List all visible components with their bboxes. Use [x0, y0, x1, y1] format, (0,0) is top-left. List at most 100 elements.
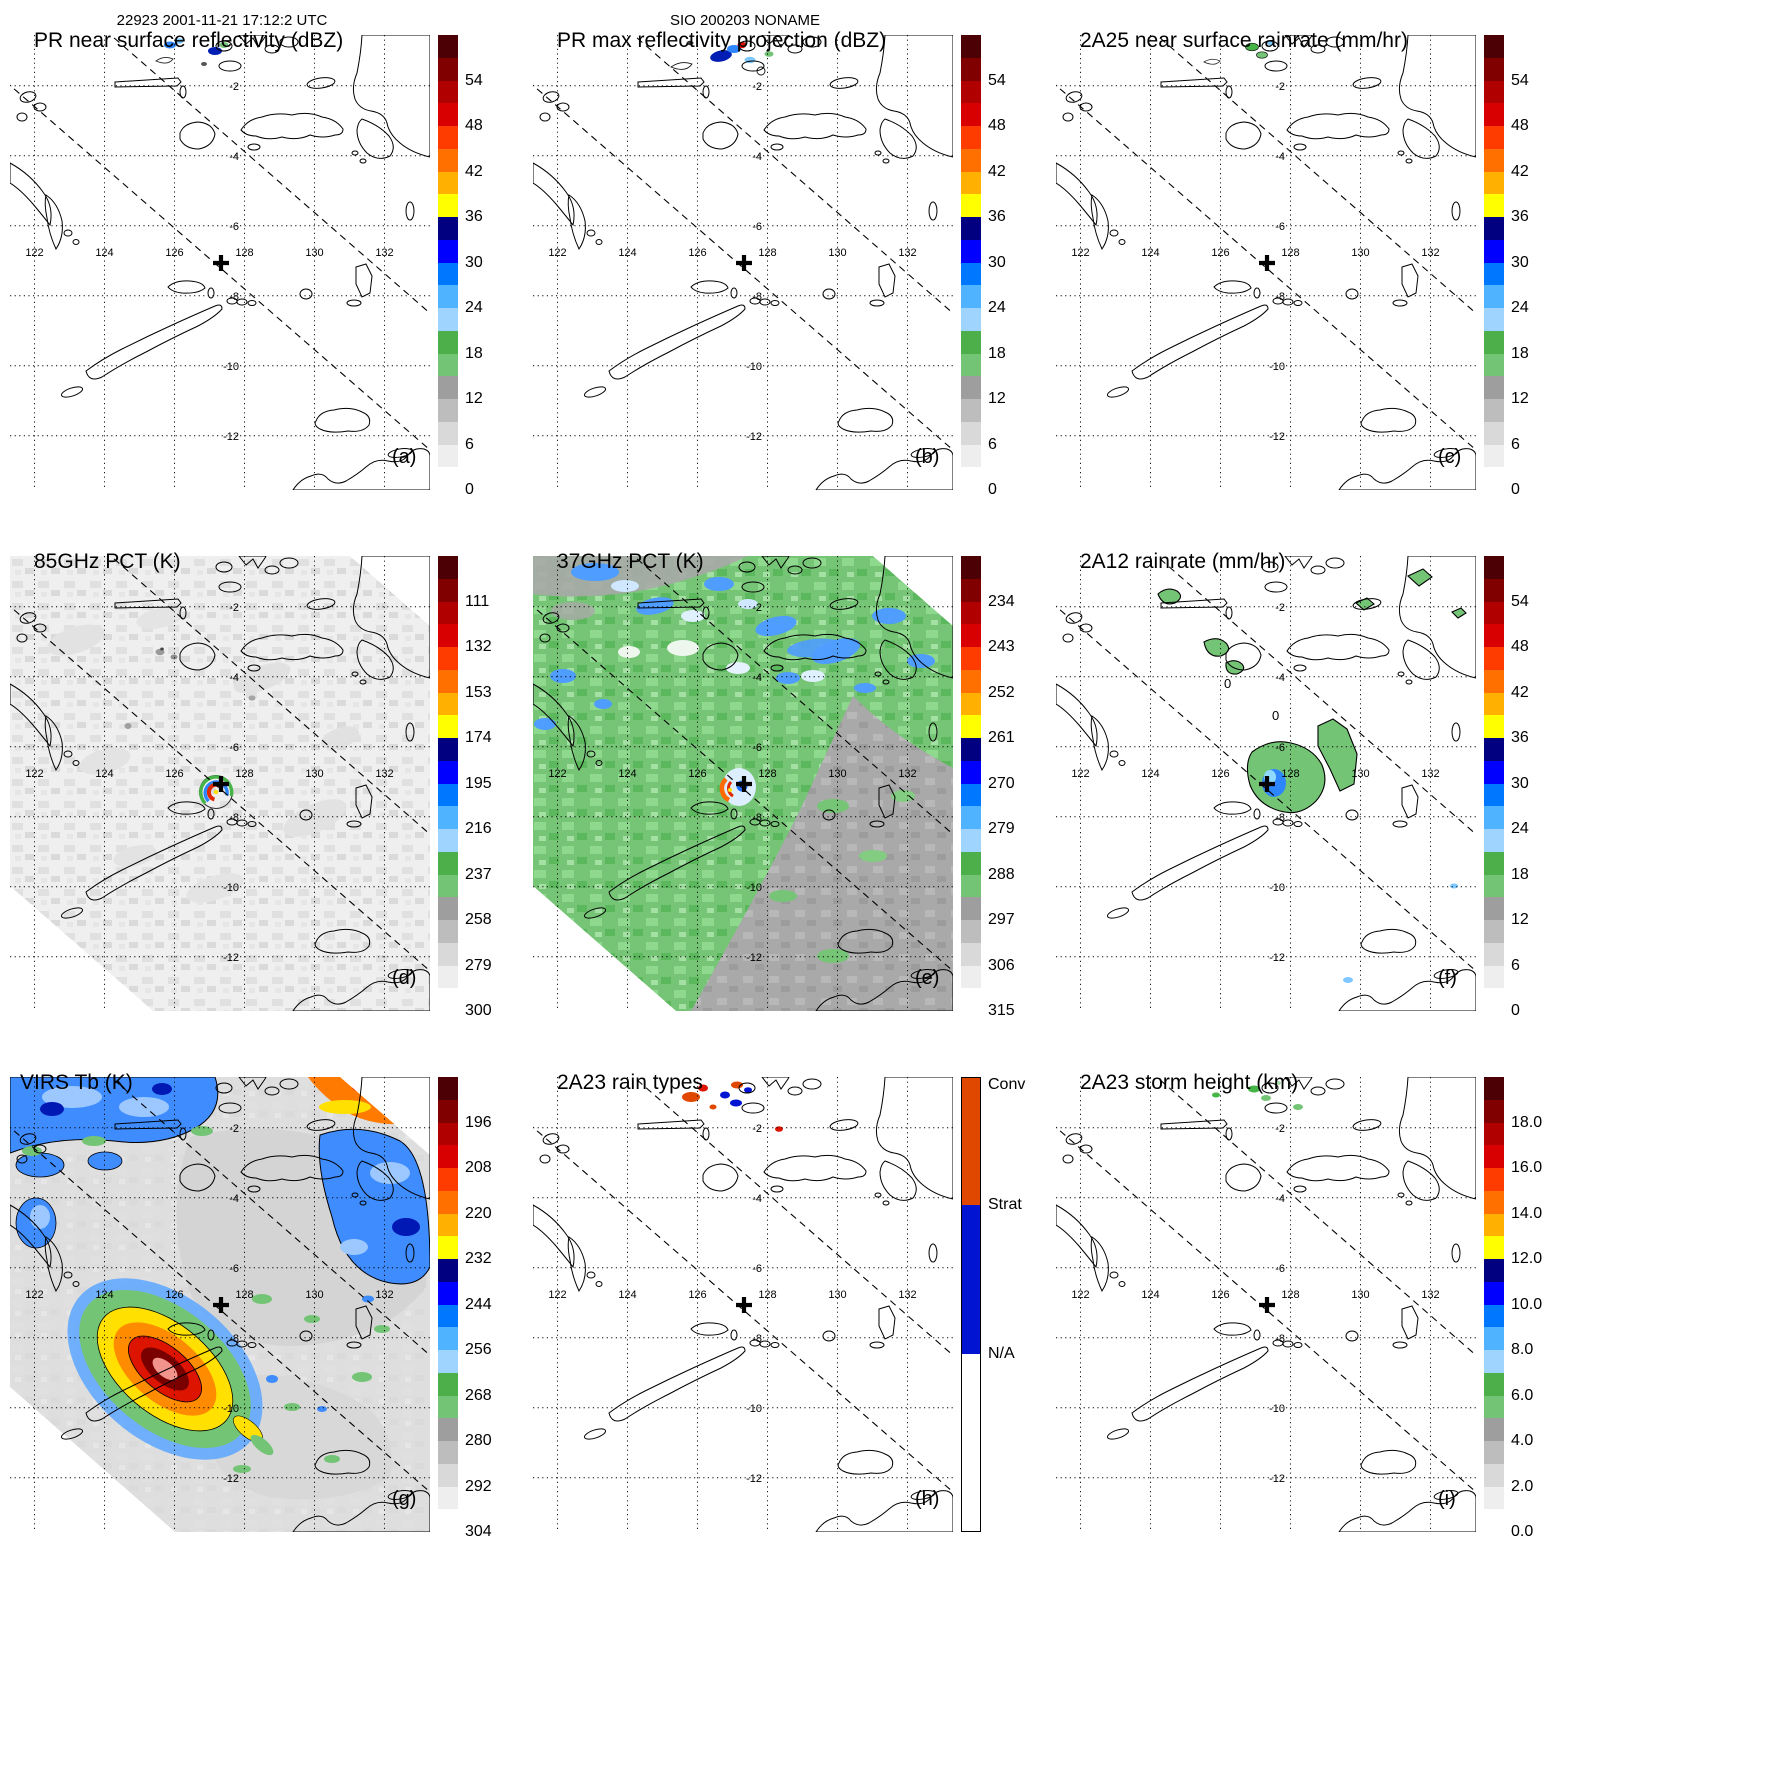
- colorbar-segment: [1484, 1327, 1504, 1350]
- panel-h: (h) 2A23 rain types Conv Strat N/A: [533, 1071, 1056, 1598]
- colorbar-segment: [1484, 1168, 1504, 1191]
- colorbar-segment: [438, 965, 458, 989]
- colorbar-tick-label: 42: [465, 162, 483, 180]
- colorbar-labels-f: 54 48 42 36 30 24 18 12 6 0: [1511, 556, 1583, 1020]
- colorbar-segment: [1484, 601, 1504, 625]
- panel-title: VIRS Tb (K): [20, 1071, 133, 1094]
- colorbar-segment: [438, 444, 458, 468]
- colorbar-segment: [438, 806, 458, 829]
- panel-letter: (h): [915, 1488, 939, 1510]
- map-g: (g): [10, 1077, 430, 1532]
- colorbar-segment: [961, 308, 981, 331]
- colorbar-segment: [438, 285, 458, 308]
- colorbar-tick-label: 234: [988, 592, 1015, 610]
- colorbar-tick-label: 6: [465, 435, 474, 453]
- colorbar-segment: [961, 942, 981, 966]
- colorbar-tick-label: 24: [1511, 820, 1529, 837]
- colorbar-segment: [438, 1350, 458, 1373]
- colorbar-tick-label: 48: [1511, 117, 1529, 134]
- panel-letter: (f): [1438, 967, 1457, 989]
- panel-grid: (a) PR near surface reflectivity (dBZ) 5…: [10, 29, 1579, 1598]
- colorbar-segment: [438, 1259, 458, 1282]
- colorbar-segment: [1484, 217, 1504, 240]
- panel-title: 2A25 near surface rainrate (mm/hr): [1080, 29, 1408, 52]
- colorbar-tick-label: 6: [1511, 956, 1520, 974]
- colorbar-segment: [1484, 1463, 1504, 1487]
- panel-g: (g) VIRS Tb (K) 196 208 220 232 244 256 268 280…: [10, 1071, 533, 1598]
- colorbar-tick-label: 244: [465, 1295, 492, 1313]
- colorbar-segment: [438, 1145, 458, 1168]
- colorbar-tick-label: 18: [1511, 865, 1529, 883]
- colorbar-segment: [961, 760, 981, 784]
- colorbar-segment: [1484, 806, 1504, 829]
- colorbar-tick-label: 18: [988, 344, 1006, 362]
- colorbar-segment: [438, 353, 458, 377]
- colorbar-segment: [438, 715, 458, 738]
- colorbar-segment: [961, 467, 981, 490]
- map-h: (h): [533, 1077, 953, 1532]
- colorbar-e: [961, 556, 981, 1011]
- colorbar-segment: [438, 171, 458, 195]
- map-f: 0 0 (f): [1056, 556, 1476, 1011]
- colorbar-label: N/A: [988, 1345, 1015, 1363]
- colorbar-segment: [961, 57, 981, 81]
- colorbar-segment: [961, 988, 981, 1011]
- colorbar-segment: [1484, 239, 1504, 263]
- colorbar-segment: [962, 1353, 980, 1531]
- colorbar-segment: [438, 1304, 458, 1328]
- colorbar-segment: [961, 783, 981, 807]
- colorbar-segment: [1484, 578, 1504, 602]
- colorbar-segment: [438, 942, 458, 966]
- colorbar-tick-label: 36: [988, 208, 1006, 225]
- orbit-datetime-header: 22923 2001-11-21 17:12:2 UTC: [116, 12, 328, 29]
- panel-b: (b) PR max reflectivity projection (dBZ)…: [533, 29, 1056, 556]
- colorbar-segment: [438, 262, 458, 286]
- colorbar-segment: [961, 148, 981, 172]
- colorbar-tick-label: 0.0: [1511, 1523, 1534, 1540]
- colorbar-segment: [961, 330, 981, 354]
- colorbar-segment: [438, 920, 458, 943]
- colorbar-segment: [438, 624, 458, 647]
- colorbar-segment: [961, 171, 981, 195]
- colorbar-tick-label: 315: [988, 1002, 1015, 1019]
- colorbar-segment: [438, 35, 458, 58]
- swath-85ghz-pct: [10, 556, 430, 1011]
- colorbar-segment: [961, 897, 981, 920]
- colorbar-segment: [961, 829, 981, 852]
- colorbar-segment: [438, 1190, 458, 1214]
- colorbar-segment: [438, 148, 458, 172]
- panel-d: (d) 85GHz PCT (K) 111 132 153 174 195 216 237 2…: [10, 550, 533, 1077]
- colorbar-segment: [438, 421, 458, 445]
- colorbar-tick-label: 196: [465, 1113, 492, 1131]
- colorbar-segment: [961, 692, 981, 716]
- colorbar-labels-d: 111 132 153 174 195 216 237 258 279 300: [465, 556, 537, 1020]
- colorbar-tick-label: 8.0: [1511, 1341, 1534, 1358]
- map-i: (i): [1056, 1077, 1476, 1532]
- colorbar-segment: [961, 376, 981, 399]
- colorbar-tick-label: 216: [465, 820, 492, 837]
- colorbar-b: [961, 35, 981, 490]
- panel-i: (i) 2A23 storm height (km) 18.0 16.0 14.0 1…: [1056, 1071, 1579, 1598]
- colorbar-tick-label: 279: [465, 956, 492, 974]
- colorbar-segment: [961, 103, 981, 126]
- colorbar-labels-h: Conv Strat N/A: [988, 1076, 1060, 1532]
- colorbar-label: Strat: [988, 1195, 1022, 1213]
- contour-label: 0: [1224, 676, 1231, 691]
- colorbar-segment: [961, 80, 981, 104]
- colorbar-segment: [438, 217, 458, 240]
- colorbar-segment: [1484, 421, 1504, 445]
- colorbar-segment: [438, 1099, 458, 1123]
- colorbar-segment: [438, 57, 458, 81]
- panel-letter: (c): [1438, 446, 1461, 468]
- colorbar-segment: [1484, 148, 1504, 172]
- colorbar-segment: [1484, 1259, 1504, 1282]
- colorbar-segment: [438, 1236, 458, 1259]
- colorbar-segment: [438, 467, 458, 490]
- colorbar-segment: [1484, 376, 1504, 399]
- colorbar-segment: [438, 829, 458, 852]
- panel-letter: (a): [392, 446, 416, 468]
- colorbar-segment: [961, 35, 981, 58]
- colorbar-segment: [961, 353, 981, 377]
- map-a: (a): [10, 35, 430, 490]
- colorbar-tick-label: 24: [988, 299, 1006, 316]
